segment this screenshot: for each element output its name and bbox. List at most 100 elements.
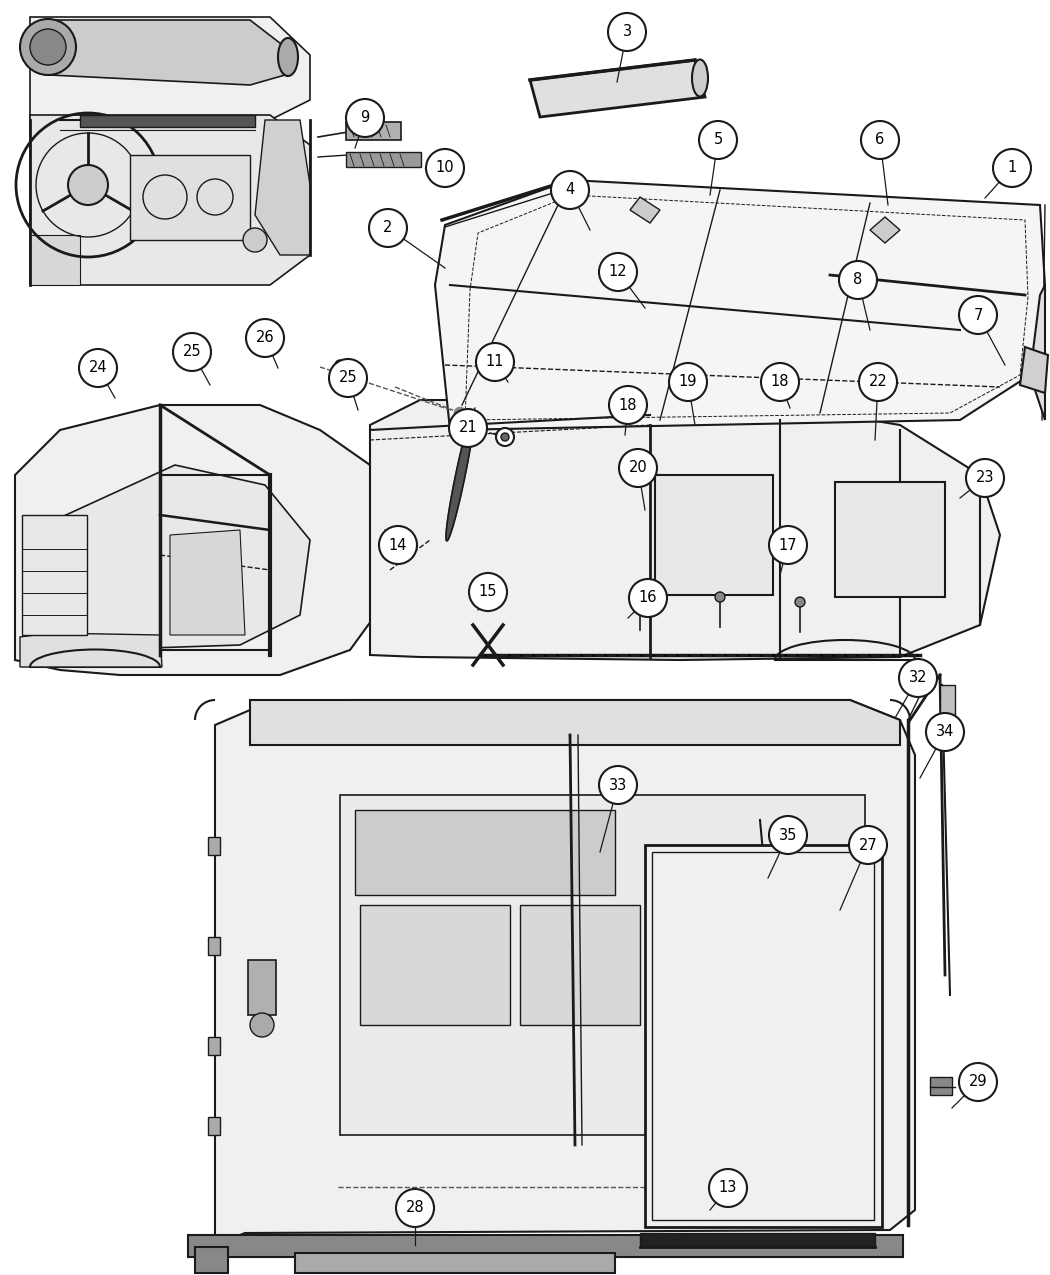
Text: 18: 18 (618, 398, 637, 413)
Circle shape (453, 405, 467, 419)
Circle shape (396, 1190, 434, 1227)
Circle shape (551, 171, 589, 209)
Polygon shape (630, 198, 660, 223)
Circle shape (899, 659, 937, 697)
Circle shape (598, 252, 637, 291)
Polygon shape (215, 700, 915, 1244)
Bar (208, 836, 220, 856)
Bar (355, 810, 615, 895)
Circle shape (250, 1014, 274, 1037)
Polygon shape (645, 845, 882, 1227)
Circle shape (795, 597, 805, 607)
Circle shape (496, 428, 514, 446)
Text: 15: 15 (479, 584, 498, 599)
Bar (22, 515, 87, 635)
Polygon shape (370, 400, 1000, 660)
Circle shape (761, 363, 799, 402)
Bar (940, 685, 956, 715)
Circle shape (959, 296, 998, 334)
Polygon shape (30, 17, 310, 120)
Circle shape (20, 19, 76, 75)
Circle shape (243, 228, 267, 252)
Polygon shape (30, 115, 310, 286)
Text: 16: 16 (638, 590, 657, 606)
Polygon shape (195, 1247, 228, 1272)
Bar (520, 905, 640, 1025)
Text: 12: 12 (609, 264, 627, 279)
Circle shape (699, 121, 737, 159)
Text: 22: 22 (868, 375, 887, 389)
Polygon shape (255, 120, 310, 255)
Circle shape (959, 1063, 998, 1102)
Polygon shape (55, 465, 310, 650)
Text: 19: 19 (678, 375, 697, 389)
Polygon shape (20, 632, 162, 667)
Text: 9: 9 (360, 111, 370, 125)
Polygon shape (340, 796, 865, 1135)
Bar (80, 115, 255, 128)
Text: 34: 34 (936, 724, 954, 740)
Circle shape (839, 261, 877, 300)
Text: 4: 4 (565, 182, 574, 198)
Circle shape (608, 13, 646, 51)
Bar (295, 1253, 615, 1272)
Polygon shape (446, 413, 474, 541)
Text: 17: 17 (779, 538, 797, 552)
Bar (655, 476, 773, 595)
Bar (346, 152, 421, 167)
Text: 20: 20 (629, 460, 648, 476)
Text: 29: 29 (969, 1075, 987, 1090)
Polygon shape (1030, 286, 1045, 419)
Circle shape (609, 386, 647, 425)
Polygon shape (435, 180, 1045, 430)
Circle shape (715, 592, 724, 602)
Text: 5: 5 (713, 133, 722, 148)
Circle shape (68, 164, 108, 205)
Bar (652, 852, 874, 1220)
Text: 24: 24 (88, 361, 107, 376)
Circle shape (329, 360, 367, 397)
Circle shape (369, 209, 407, 247)
Polygon shape (1020, 347, 1048, 393)
Circle shape (346, 99, 384, 136)
Circle shape (635, 595, 645, 606)
Text: 27: 27 (859, 838, 878, 853)
Polygon shape (50, 20, 285, 85)
Bar (130, 156, 250, 240)
Bar (360, 905, 510, 1025)
Circle shape (335, 360, 345, 370)
Circle shape (469, 572, 507, 611)
Text: 14: 14 (388, 538, 407, 552)
Text: 35: 35 (779, 827, 797, 843)
Text: 7: 7 (973, 307, 983, 323)
Bar (640, 1233, 875, 1247)
Text: 10: 10 (436, 161, 455, 176)
Circle shape (993, 149, 1031, 187)
Circle shape (859, 363, 897, 402)
Text: 33: 33 (609, 778, 627, 793)
Bar (248, 960, 276, 1015)
Circle shape (861, 121, 899, 159)
Circle shape (966, 459, 1004, 497)
Bar (208, 1117, 220, 1135)
Circle shape (379, 527, 417, 564)
Circle shape (629, 579, 667, 617)
Text: 13: 13 (719, 1181, 737, 1196)
Bar (188, 1235, 903, 1257)
Text: 18: 18 (771, 375, 790, 389)
Polygon shape (870, 217, 900, 244)
Polygon shape (170, 530, 245, 635)
Text: 26: 26 (256, 330, 274, 346)
Circle shape (501, 434, 509, 441)
Circle shape (620, 449, 657, 487)
Polygon shape (15, 405, 390, 674)
Circle shape (476, 343, 514, 381)
Ellipse shape (278, 38, 298, 76)
Circle shape (79, 349, 117, 388)
Circle shape (669, 363, 707, 402)
Bar (208, 937, 220, 955)
Bar (208, 1037, 220, 1054)
Bar (835, 482, 945, 597)
Circle shape (769, 527, 807, 564)
Circle shape (769, 816, 807, 854)
